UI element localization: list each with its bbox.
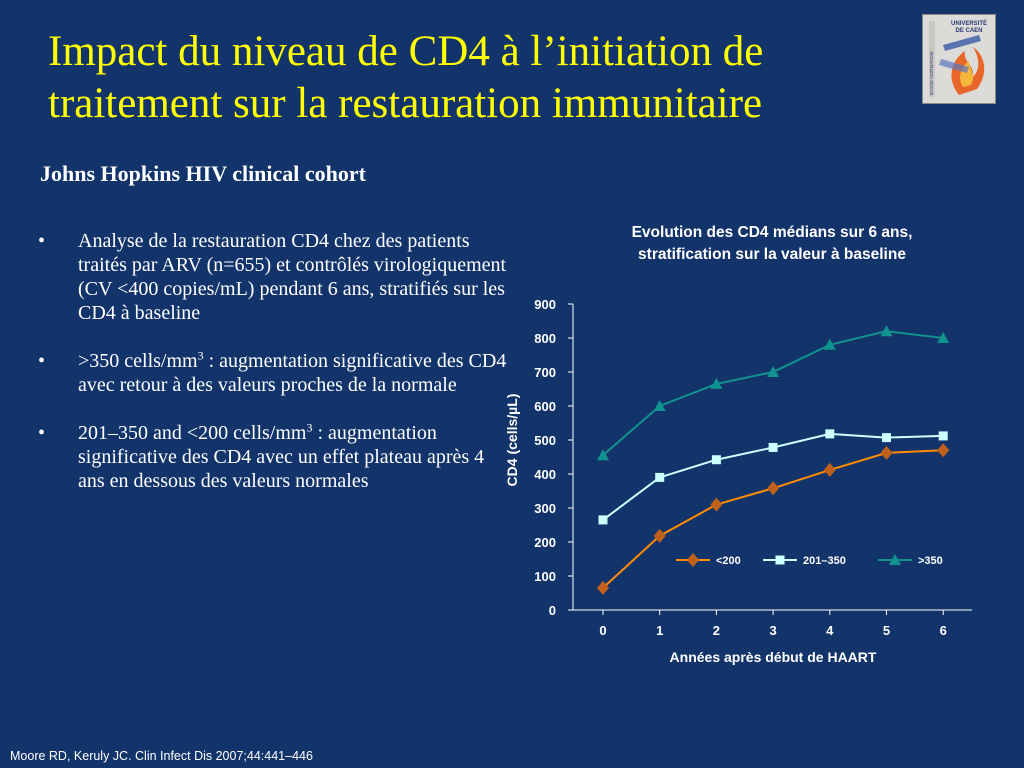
- y-tick-label: 700: [534, 365, 556, 380]
- bullet-superscript: 3: [306, 420, 313, 435]
- legend-marker-1: [687, 553, 699, 567]
- legend-marker-3: [889, 554, 901, 565]
- bullet-text-start: >350 cells/mm: [78, 350, 198, 372]
- bullet-text-end: : augmentation significative des CD4 ave…: [78, 350, 507, 396]
- series-1-point: [710, 497, 723, 512]
- bullet-superscript: 3: [197, 348, 204, 363]
- series-1-point: [597, 580, 609, 595]
- chart-title-line-1: Evolution des CD4 médians sur 6 ans,: [631, 224, 913, 241]
- x-tick-label: 2: [713, 623, 720, 638]
- x-tick-label: 6: [940, 623, 947, 638]
- chart-title-line-2: stratification sur la valeur à baseline: [638, 246, 906, 263]
- cohort-subtitle: Johns Hopkins HIV clinical cohort: [40, 161, 366, 186]
- bullet-marker: •: [38, 230, 46, 252]
- bullet-text: Analyse de la restauration CD4 chez des …: [78, 230, 507, 324]
- series-2-point: [598, 515, 608, 525]
- series-line-1: [602, 449, 944, 589]
- bullet-item: • 201–350 and <200 cells/mm3 : augmentat…: [38, 421, 508, 493]
- series-1-point: [937, 443, 950, 458]
- x-tick-label: 1: [656, 623, 663, 638]
- y-axis-title: CD4 (cells/µL): [504, 394, 520, 487]
- y-tick-label: 500: [534, 433, 556, 448]
- series-2-point: [882, 433, 891, 443]
- bullet-item: • >350 cells/mm3 : augmentation signific…: [38, 349, 508, 397]
- bullet-list: • Analyse de la restauration CD4 chez de…: [38, 229, 508, 517]
- y-tick-label: 400: [534, 467, 556, 482]
- x-tick-label: 3: [769, 623, 776, 638]
- legend-marker-2: [775, 555, 785, 565]
- bullet-marker: •: [38, 422, 46, 444]
- y-tick-label: 0: [549, 603, 556, 618]
- series-3-point: [823, 338, 836, 350]
- x-tick-label: 4: [826, 623, 834, 638]
- x-tick-label: 5: [883, 623, 890, 638]
- y-tick-label: 300: [534, 501, 556, 516]
- series-3-point: [653, 400, 666, 411]
- series-3-point: [767, 366, 780, 377]
- series-2-point: [938, 431, 948, 441]
- footnote-reference: Moore RD, Keruly JC. Clin Infect Dis 200…: [10, 749, 313, 763]
- series-1-point: [653, 528, 666, 543]
- logo-side-text: BASSE-NORMANDIE: [929, 51, 934, 95]
- y-tick-label: 600: [534, 399, 556, 414]
- chart-title: Evolution des CD4 médians sur 6 ans, str…: [560, 222, 984, 266]
- series-2-point: [768, 442, 778, 452]
- legend-label-1: <200: [716, 555, 741, 567]
- y-tick-label: 100: [534, 569, 556, 584]
- y-tick-label: 900: [534, 297, 556, 312]
- series-2-point: [711, 455, 721, 465]
- series-1-point: [880, 445, 893, 460]
- series-2-point: [825, 429, 835, 439]
- x-tick-label: 0: [599, 623, 606, 638]
- university-logo-graphic: UNIVERSITÉ DE CAEN BASSE-NORMANDIE: [923, 15, 995, 103]
- y-tick-label: 800: [534, 331, 556, 346]
- bullet-text-end: : augmentation significative des CD4 ave…: [78, 422, 485, 492]
- x-axis-title: Années après début de HAART: [670, 649, 877, 665]
- series-3-point: [880, 325, 893, 337]
- series-2-point: [655, 472, 665, 482]
- bullet-marker: •: [38, 350, 46, 372]
- legend-label-3: >350: [918, 555, 943, 567]
- university-logo: UNIVERSITÉ DE CAEN BASSE-NORMANDIE: [922, 14, 996, 104]
- series-3-point: [937, 332, 950, 343]
- logo-text-line-1: UNIVERSITÉ: [951, 19, 987, 27]
- slide-title: Impact du niveau de CD4 à l’initiation d…: [48, 28, 764, 127]
- series-1-point: [823, 462, 836, 477]
- y-tick-label: 200: [534, 535, 556, 550]
- series-3-point: [710, 377, 723, 389]
- logo-text-line-2: DE CAEN: [955, 28, 982, 34]
- series-1-point: [767, 481, 780, 496]
- series-3-point: [597, 449, 609, 461]
- legend-label-2: 201–350: [803, 555, 846, 567]
- bullet-item: • Analyse de la restauration CD4 chez de…: [38, 229, 508, 325]
- bullet-text-start: 201–350 and <200 cells/mm: [78, 422, 307, 444]
